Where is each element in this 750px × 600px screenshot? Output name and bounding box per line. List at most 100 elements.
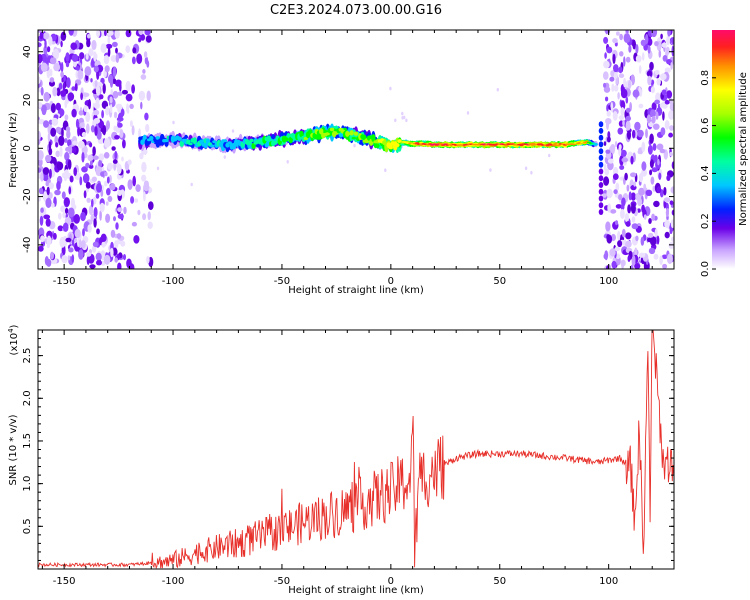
noise-blob — [630, 172, 637, 178]
noise-blob — [651, 102, 657, 111]
noise-blob — [77, 140, 85, 149]
noise-blob — [73, 214, 80, 224]
heatmap-y-axis-label: Frequency (Hz) — [8, 112, 19, 188]
noise-blob — [650, 30, 658, 38]
noise-blob — [80, 211, 86, 222]
y-tick-label: 0.5 — [22, 518, 33, 534]
noise-blob — [43, 45, 48, 55]
noise-blob — [656, 143, 664, 151]
noise-blob — [654, 99, 660, 105]
noise-blob — [56, 161, 64, 171]
y-tick-label: -40 — [22, 237, 33, 253]
snr-x-axis-label: Height of straight line (km) — [288, 585, 424, 596]
noise-blob — [48, 147, 53, 156]
noise-blob — [612, 38, 618, 44]
noise-blob — [231, 129, 235, 133]
noise-blob — [647, 75, 652, 86]
noise-blob — [93, 117, 101, 124]
signal-track-cell — [598, 154, 604, 161]
noise-blob — [108, 74, 114, 84]
noise-blob — [610, 70, 615, 77]
noise-blob — [145, 35, 152, 43]
noise-blob — [661, 89, 667, 96]
signal-track-cell — [288, 136, 293, 144]
noise-blob — [635, 235, 639, 242]
noise-blob — [67, 92, 75, 101]
noise-blob — [84, 66, 92, 77]
noise-blob — [53, 63, 61, 72]
signal-track-cell — [386, 142, 391, 149]
noise-blob — [82, 92, 90, 98]
noise-blob — [670, 219, 674, 229]
noise-blob — [647, 237, 652, 243]
noise-blob — [75, 118, 80, 129]
noise-blob — [625, 115, 631, 122]
y-tick-label: -20 — [22, 188, 33, 204]
noise-blob — [142, 213, 147, 221]
noise-blob — [668, 109, 674, 120]
noise-blob — [613, 189, 618, 195]
noise-blob — [652, 143, 657, 151]
noise-blob — [137, 209, 141, 216]
noise-blob — [113, 216, 116, 222]
noise-blob — [401, 111, 404, 116]
colorbar-tick-label: 0.4 — [700, 165, 711, 181]
noise-blob — [117, 213, 124, 220]
noise-blob — [653, 253, 659, 260]
noise-blob — [610, 101, 614, 113]
noise-blob — [38, 245, 44, 252]
noise-blob — [621, 228, 626, 238]
noise-blob — [524, 166, 528, 171]
noise-blob — [607, 203, 612, 213]
noise-blob — [81, 131, 87, 138]
noise-blob — [613, 72, 619, 79]
noise-blob — [82, 173, 90, 184]
noise-blob — [90, 78, 93, 83]
noise-blob — [612, 173, 619, 180]
noise-blob — [55, 126, 62, 134]
noise-blob — [668, 242, 674, 249]
noise-blob — [648, 218, 652, 224]
noise-blob — [65, 237, 72, 243]
noise-blob — [115, 47, 118, 54]
noise-blob — [669, 200, 674, 205]
noise-blob — [126, 108, 130, 114]
signal-track-cell — [188, 142, 193, 146]
noise-blob — [653, 200, 660, 208]
noise-blob — [660, 127, 666, 136]
signal-track-cell — [598, 209, 604, 215]
noise-blob — [665, 46, 670, 55]
noise-blob — [46, 186, 50, 196]
noise-blob — [669, 125, 674, 131]
noise-blob — [59, 236, 66, 248]
noise-blob — [121, 156, 124, 162]
noise-blob — [625, 107, 631, 113]
noise-blob — [606, 110, 611, 117]
noise-blob — [637, 129, 644, 138]
noise-blob — [103, 152, 110, 159]
noise-blob — [83, 190, 87, 199]
snr-y-ticks: 0.5 1.0 1.5 2.0 2.5 — [22, 338, 674, 561]
noise-blob — [146, 90, 151, 102]
signal-track-cell — [598, 127, 604, 134]
noise-blob — [671, 161, 674, 169]
noise-blob — [95, 193, 100, 199]
noise-blob — [119, 129, 124, 139]
noise-blob — [619, 33, 623, 41]
noise-blob — [50, 163, 55, 170]
noise-blob — [602, 193, 607, 198]
noise-blob — [38, 158, 43, 167]
noise-blob — [98, 159, 103, 169]
noise-blob — [71, 86, 76, 91]
noise-blob — [621, 260, 625, 269]
noise-blob — [70, 42, 78, 50]
noise-blob — [618, 73, 625, 78]
noise-blob — [623, 56, 626, 67]
heatmap-signal-track — [138, 121, 604, 215]
noise-blob — [632, 129, 636, 139]
noise-blob — [63, 174, 68, 182]
noise-blob — [86, 197, 91, 203]
noise-blob — [666, 253, 673, 265]
noise-blob — [110, 247, 114, 258]
noise-blob — [131, 221, 137, 227]
